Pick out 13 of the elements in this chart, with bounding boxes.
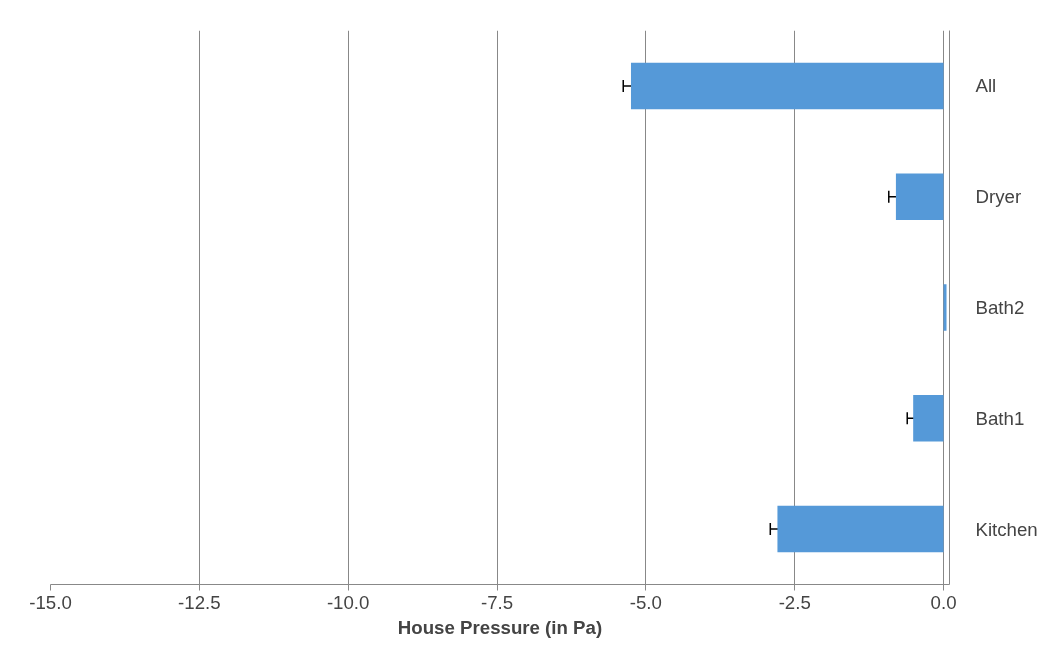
- x-tick-label: -15.0: [29, 591, 72, 613]
- y-tick-label: Bath1: [975, 407, 1025, 429]
- y-tick-label: Bath2: [975, 297, 1025, 318]
- x-tick-label: 0.0: [930, 591, 957, 613]
- y-tick-label: All: [975, 75, 997, 97]
- x-tick-label: -10.0: [326, 591, 370, 613]
- x-tick-label: -2.5: [778, 591, 811, 613]
- x-tick-label: -12.5: [178, 591, 221, 613]
- x-tick-label: -5.0: [629, 591, 662, 613]
- y-tick-label: Kitchen: [975, 518, 1038, 540]
- y-tick-label: Dryer: [975, 186, 1022, 208]
- x-axis-title: House Pressure (in Pa): [397, 616, 603, 638]
- x-tick-label: -7.5: [480, 591, 514, 613]
